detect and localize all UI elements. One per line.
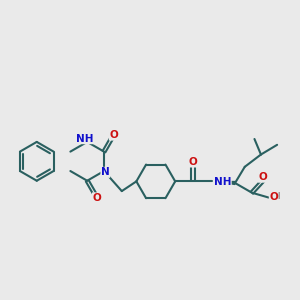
Text: NH: NH bbox=[76, 134, 94, 144]
Text: O: O bbox=[258, 172, 267, 182]
Text: O: O bbox=[92, 193, 101, 203]
Text: H: H bbox=[272, 192, 280, 201]
Text: O: O bbox=[109, 130, 118, 140]
Text: NH: NH bbox=[214, 177, 231, 187]
Polygon shape bbox=[217, 182, 235, 184]
Text: O: O bbox=[189, 157, 197, 167]
Text: O: O bbox=[269, 192, 278, 202]
Text: N: N bbox=[101, 167, 110, 177]
